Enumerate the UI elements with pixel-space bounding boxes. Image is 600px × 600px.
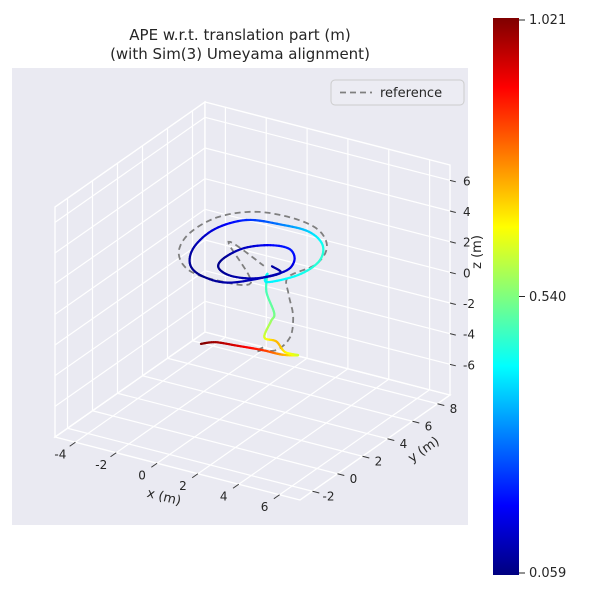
tick-mark [449, 179, 456, 183]
tick-mark [449, 241, 456, 244]
tick-label: -4 [54, 447, 66, 461]
tick-label: 4 [400, 437, 408, 451]
tick-label: 2 [179, 479, 187, 493]
tick-mark [191, 473, 199, 479]
grid-line [204, 300, 451, 365]
grid-line [115, 347, 267, 454]
grid-line [204, 147, 451, 212]
tick-label: 8 [450, 402, 458, 416]
grid-line [67, 427, 313, 492]
tick-label: 6 [463, 174, 471, 188]
tick-label: 0 [463, 266, 471, 280]
tick-label: 0 [138, 468, 146, 482]
grid-line [75, 336, 226, 443]
grid-line [117, 392, 363, 457]
ape-trajectory-segment [270, 265, 274, 268]
grid-line [279, 389, 430, 496]
tick-mark [151, 462, 158, 468]
tick-label: 2 [375, 454, 383, 468]
colorbar-label-max: 1.021 [529, 13, 566, 28]
ticks-group: -4 -2 0 2 4 6 -2 0 2 4 6 8 -6 -4 -2 0 2 4 6 [54, 174, 475, 513]
trajectories-group [177, 210, 328, 357]
plot-title-line2: (with Sim(3) Umeyama alignment) [110, 45, 370, 63]
grid-line [204, 239, 451, 304]
tick-label: 6 [425, 419, 433, 433]
tick-mark [387, 438, 395, 441]
tick-label: -2 [463, 297, 475, 311]
legend-reference-label: reference [380, 86, 442, 101]
tick-mark [312, 490, 320, 494]
tick-mark [449, 363, 456, 367]
tick-mark [449, 302, 456, 305]
grid-line [167, 357, 413, 422]
grid-line [204, 178, 451, 243]
grid-group [53, 100, 452, 501]
grid-line [54, 147, 206, 254]
plot-title-line1: APE w.r.t. translation part (m) [129, 26, 350, 44]
grid-line [197, 368, 349, 475]
tick-mark [437, 403, 445, 406]
legend-box [330, 79, 465, 106]
tick-label: -4 [463, 328, 475, 342]
colorbar-label-min: 0.059 [529, 566, 566, 581]
grid-line [92, 410, 338, 475]
tick-mark [449, 333, 456, 336]
tick-mark [273, 494, 280, 500]
grid-line [54, 178, 206, 285]
legend: reference [330, 79, 465, 106]
grid-line [238, 378, 390, 485]
tick-label: 4 [220, 489, 228, 503]
tick-mark [362, 455, 370, 459]
tick-mark [449, 210, 456, 213]
tick-label: -2 [95, 458, 107, 472]
colorbar-label-mid: 0.540 [529, 290, 566, 305]
grid-line [54, 300, 206, 407]
tick-mark [69, 441, 76, 447]
tick-label: 0 [350, 472, 358, 486]
grid-line [54, 208, 206, 315]
tick-mark [337, 473, 345, 476]
tick-mark [449, 271, 456, 275]
colorbar-gradient [493, 18, 519, 575]
tick-mark [232, 483, 240, 489]
tick-mark [412, 420, 420, 424]
grid-line [54, 116, 206, 223]
grid-line [204, 116, 451, 181]
tick-label: 6 [261, 500, 269, 514]
tick-mark [110, 452, 117, 458]
tick-label: 4 [463, 205, 471, 219]
ape-trajectory-segment [242, 279, 252, 283]
tick-label: 2 [463, 236, 471, 250]
grid-line [156, 357, 308, 464]
grid-line [142, 375, 388, 440]
grid-line [54, 270, 206, 377]
tick-label: -2 [323, 489, 335, 503]
z-axis-label: z (m) [470, 235, 485, 269]
grid-line [192, 340, 438, 405]
tick-label: -6 [463, 358, 475, 372]
colorbar: 1.021 0.540 0.059 [493, 13, 566, 581]
